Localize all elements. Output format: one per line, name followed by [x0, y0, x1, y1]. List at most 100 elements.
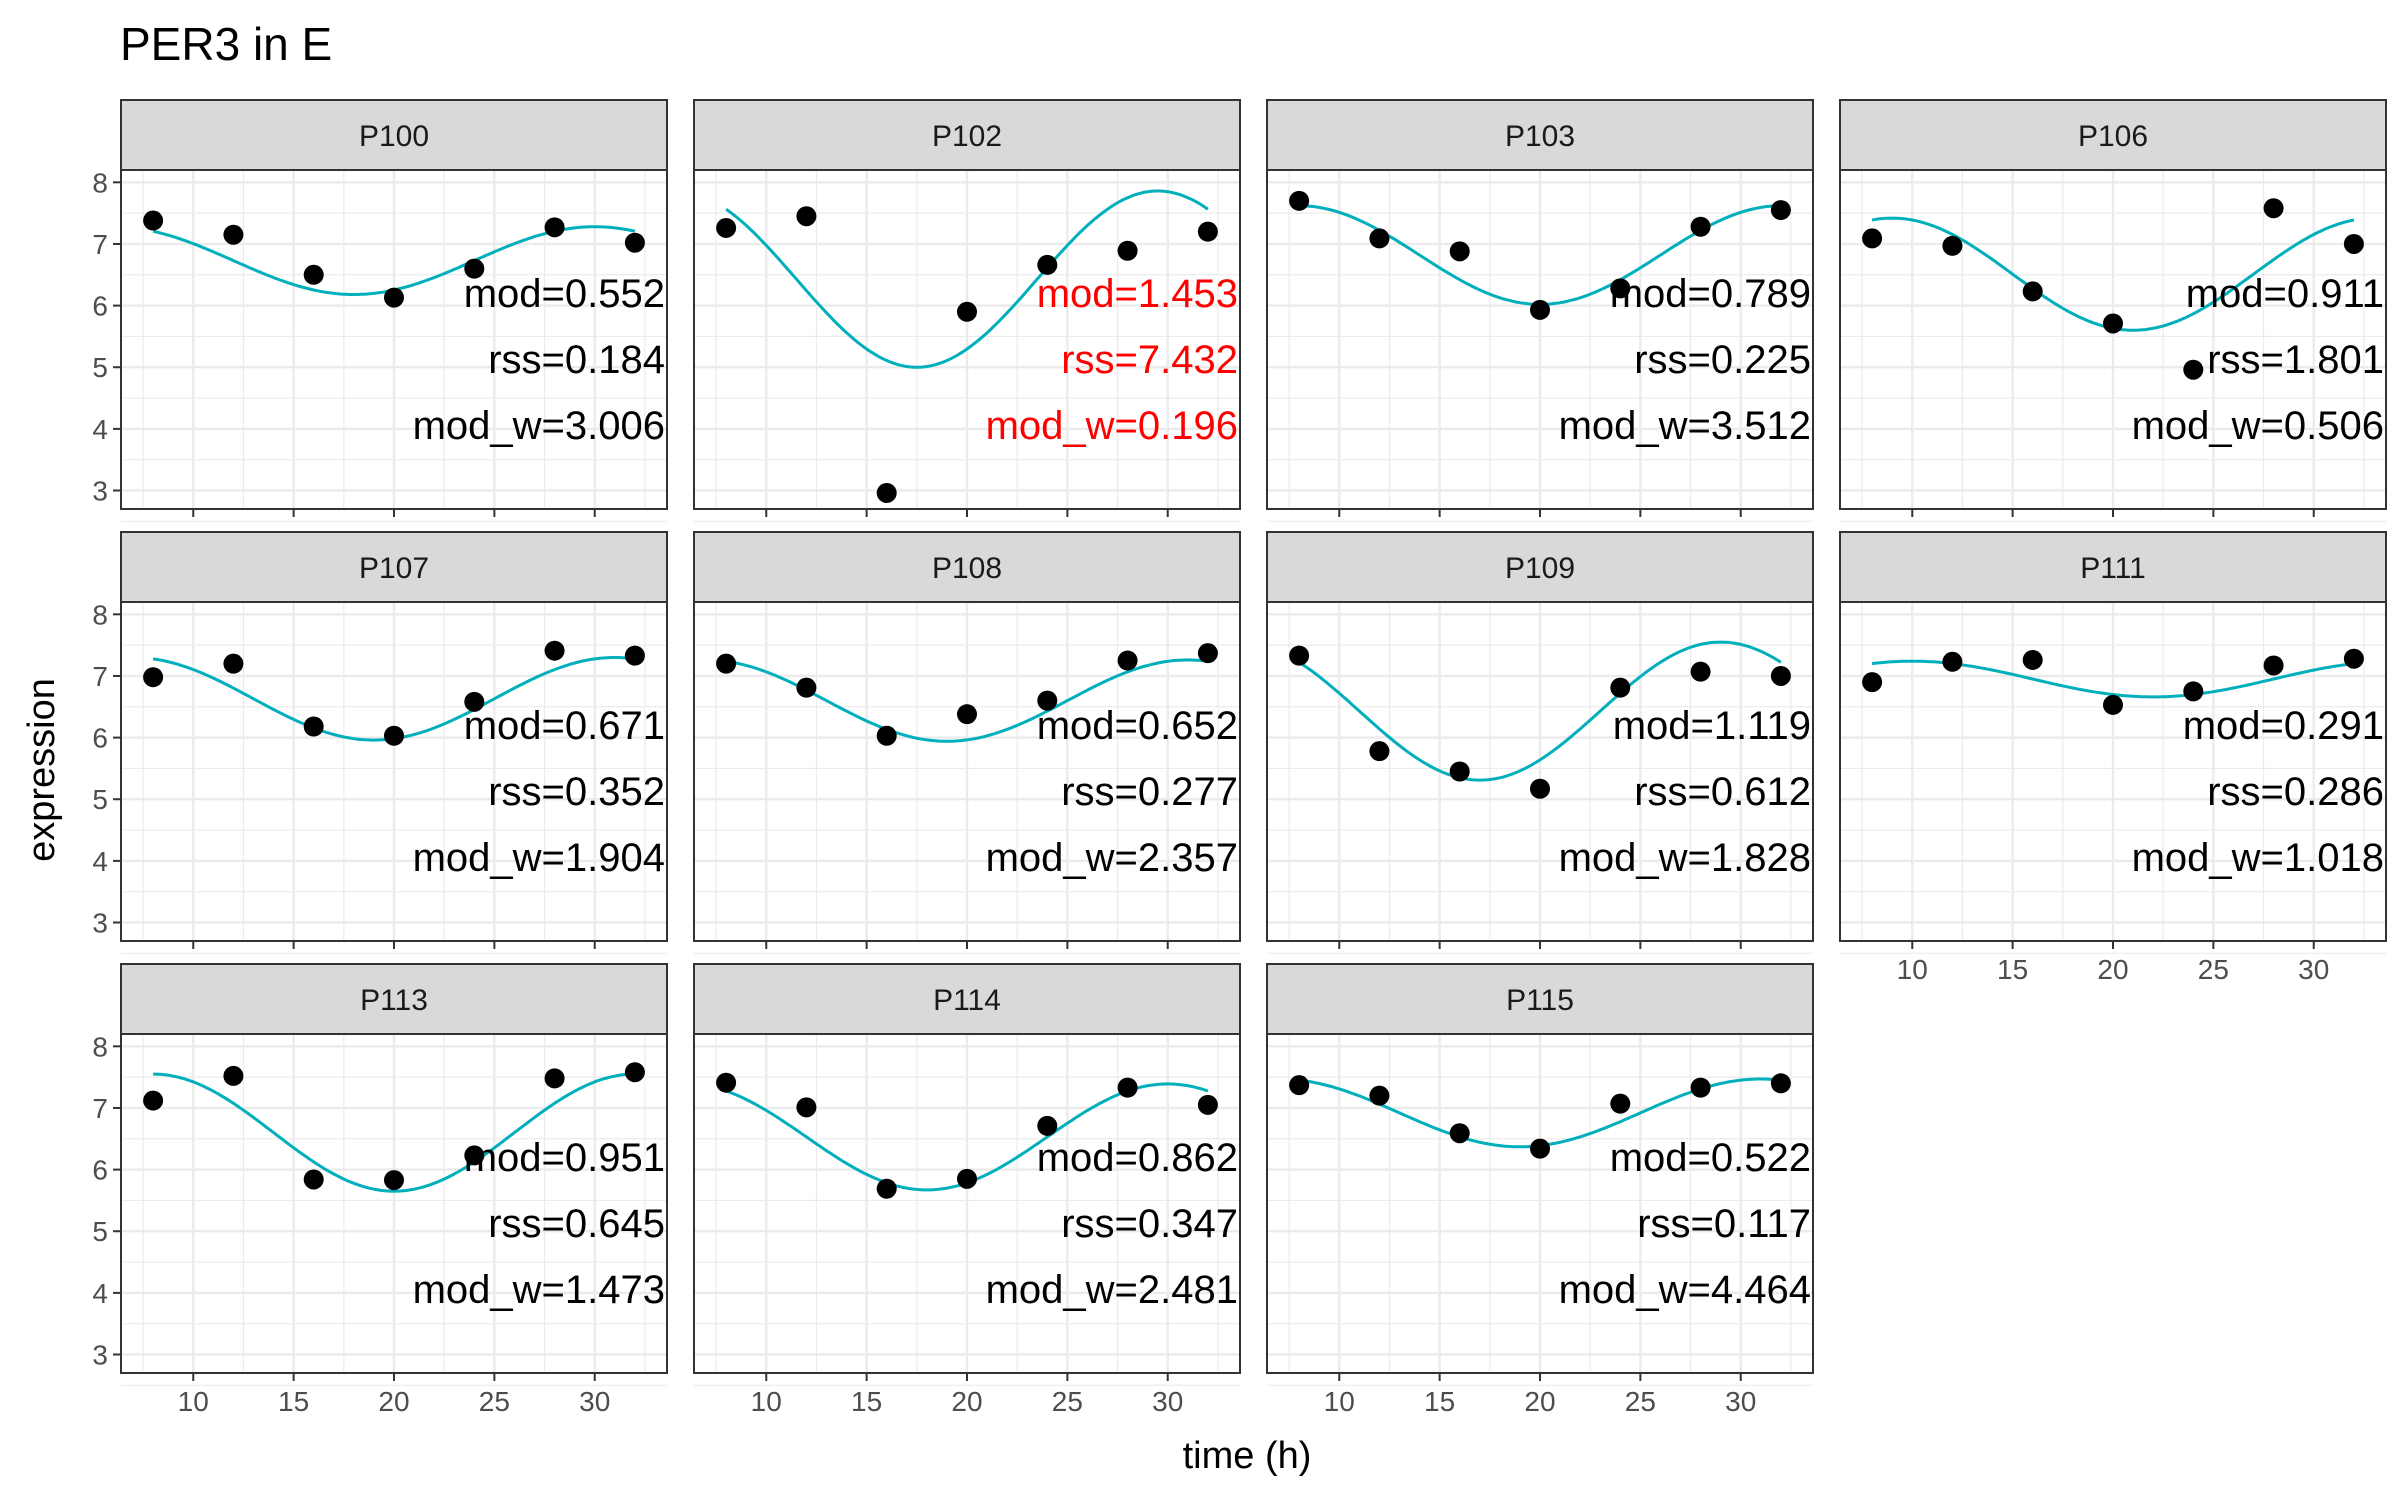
data-point	[384, 287, 404, 308]
data-point	[2263, 655, 2284, 676]
facet-panel-p103: P103 mod=0.789 rss=0.225 mod_w=3.512	[1266, 99, 1814, 522]
data-point	[2103, 313, 2123, 334]
data-point	[1037, 1115, 1058, 1136]
annotation-mod: mod=0.862	[1037, 1136, 1238, 1180]
data-point	[2103, 694, 2123, 715]
y-tick-label: 8	[92, 599, 108, 630]
y-tick-label: 7	[92, 229, 108, 260]
data-point	[624, 232, 645, 253]
annotation-rss: rss=0.352	[488, 770, 665, 814]
facet-strip-label: P102	[932, 120, 1002, 153]
data-point	[1117, 650, 1138, 671]
y-tick-label: 7	[92, 1093, 108, 1124]
gridlines	[121, 1034, 667, 1386]
facet-panel-p100: P100 mod=0.552 rss=0.184 mod_w=3.006 3 4 5 6 7 8	[92, 99, 668, 522]
annotation-mod: mod=1.119	[1613, 704, 1811, 748]
annotation-mod: mod=0.552	[464, 272, 665, 316]
annotation-mod: mod=0.652	[1037, 704, 1238, 748]
chart-title: PER3 in E	[120, 18, 332, 70]
y-tick-label: 8	[92, 1031, 108, 1062]
annotation-mod: mod=0.291	[2183, 704, 2384, 748]
data-point	[1117, 240, 1138, 261]
y-tick-label: 7	[92, 661, 108, 692]
x-tick-label: 30	[2298, 954, 2329, 985]
data-point	[2183, 681, 2204, 702]
data-point	[1037, 254, 1058, 275]
y-tick-label: 4	[92, 414, 108, 445]
y-tick-label: 4	[92, 846, 108, 877]
x-tick-label: 25	[1625, 1386, 1656, 1417]
data-point	[2022, 281, 2043, 302]
data-point	[223, 224, 244, 245]
data-point	[1770, 200, 1791, 221]
x-tick-label: 20	[1524, 1386, 1555, 1417]
data-point	[2343, 233, 2364, 254]
data-point	[1197, 1094, 1218, 1115]
data-point	[716, 1072, 737, 1093]
data-point	[716, 217, 737, 238]
facet-strip	[1266, 99, 1814, 171]
x-tick-label: 15	[1424, 1386, 1455, 1417]
data-point	[384, 1170, 404, 1191]
annotation-mod: mod=1.453	[1037, 272, 1238, 316]
annotation-rss: rss=7.432	[1061, 338, 1238, 382]
data-point	[1942, 235, 1963, 256]
data-point	[876, 1178, 897, 1199]
data-point	[876, 725, 897, 746]
x-tick-label: 25	[2198, 954, 2229, 985]
facet-strip	[693, 99, 1241, 171]
y-tick-label: 6	[92, 1155, 108, 1186]
gridlines	[694, 1034, 1240, 1386]
facet-panel-p109: P109 mod=1.119 rss=0.612 mod_w=1.828	[1266, 531, 1814, 954]
y-tick-label: 5	[92, 352, 108, 383]
facet-panel-p106: P106 mod=0.911 rss=1.801 mod_w=0.506	[1839, 99, 2387, 522]
facet-panel-p115: P115 mod=0.522 rss=0.117 mod_w=4.464 10 15 20 2…	[1266, 963, 1814, 1417]
data-point	[464, 1145, 485, 1166]
annotation-rss: rss=0.645	[488, 1202, 665, 1246]
data-point	[1690, 661, 1711, 682]
facet-strip-label: P114	[933, 984, 1001, 1017]
facet-strip-label: P107	[359, 552, 429, 585]
x-tick-label: 15	[278, 1386, 309, 1417]
data-point	[1289, 645, 1310, 666]
data-point	[796, 1097, 817, 1118]
y-tick-label: 3	[92, 908, 108, 939]
y-tick-label: 5	[92, 1216, 108, 1247]
x-tick-label: 10	[1324, 1386, 1355, 1417]
data-point	[796, 677, 817, 698]
facet-strip	[693, 963, 1241, 1035]
annotation-mod-w: mod_w=0.196	[986, 404, 1238, 448]
x-tick-label: 30	[1725, 1386, 1756, 1417]
x-tick-label: 25	[479, 1386, 510, 1417]
data-point	[2343, 648, 2364, 669]
x-tick-label: 30	[1152, 1386, 1183, 1417]
data-point	[1289, 1075, 1310, 1096]
annotation-mod-w: mod_w=1.473	[413, 1268, 665, 1312]
gridlines	[121, 170, 667, 522]
facet-strip-label: P109	[1505, 552, 1575, 585]
y-axis-title: expression	[21, 678, 63, 862]
x-tick-label: 20	[951, 1386, 982, 1417]
data-point	[1770, 1073, 1791, 1094]
data-point	[1690, 1077, 1711, 1098]
data-point	[957, 301, 977, 322]
data-point	[143, 1090, 164, 1111]
annotation-mod: mod=0.671	[464, 704, 665, 748]
facet-panel-p107: P107 mod=0.671 rss=0.352 mod_w=1.904 3 4 5 6 7 8	[92, 531, 668, 954]
y-tick-label: 6	[92, 723, 108, 754]
facet-strip-label: P111	[2080, 552, 2146, 585]
data-point	[624, 1062, 645, 1083]
data-point	[384, 725, 404, 746]
gridlines	[1840, 602, 2386, 954]
data-point	[2022, 649, 2043, 670]
data-point	[1289, 190, 1310, 211]
data-point	[303, 1169, 324, 1190]
x-tick-label: 15	[851, 1386, 882, 1417]
facet-strip	[120, 531, 668, 603]
annotation-rss: rss=0.225	[1634, 338, 1811, 382]
data-point	[716, 653, 737, 674]
x-tick-label: 30	[579, 1386, 610, 1417]
gridlines	[1267, 602, 1813, 954]
annotation-mod-w: mod_w=0.506	[2132, 404, 2384, 448]
data-point	[143, 210, 164, 231]
